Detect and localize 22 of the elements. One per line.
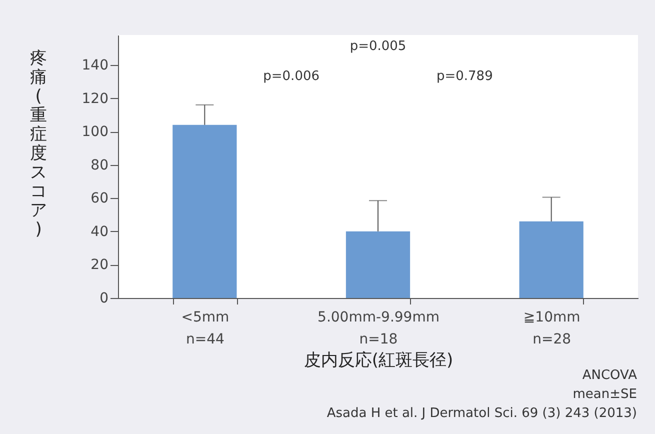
y-tick-label: 120 [82,90,108,107]
x-axis-title: 皮内反応(紅斑長径) [304,350,454,370]
bar [519,221,584,298]
x-tick-label: ≧10mm n=28 [523,310,580,348]
y-tick-label: 40 [90,224,108,240]
text: 疼痛(重症度スコア) [30,48,47,240]
y-tick-label: 100 [82,124,108,140]
text: Asada H et al. J Dermatol Sci. 69 (3) 243 (2013) [326,405,637,423]
y-tick-label: 60 [90,190,108,207]
x-tick-label: 5.00mm-9.99mm n=18 [318,310,440,348]
y-tick-label: 80 [90,157,108,174]
y-tick-label: 140 [82,57,108,74]
x-tick-label: <5mm n=44 [181,310,230,348]
bar [172,124,237,298]
text: ANCOVA [582,368,637,383]
bar [346,231,410,298]
text: mean±SE [572,386,637,404]
annotation: p=0.006 [263,69,320,84]
annotation: p=0.005 [350,39,406,54]
annotation: p=0.789 [436,69,493,84]
y-tick-label: 20 [90,257,108,274]
y-tick-label: 0 [100,290,108,306]
